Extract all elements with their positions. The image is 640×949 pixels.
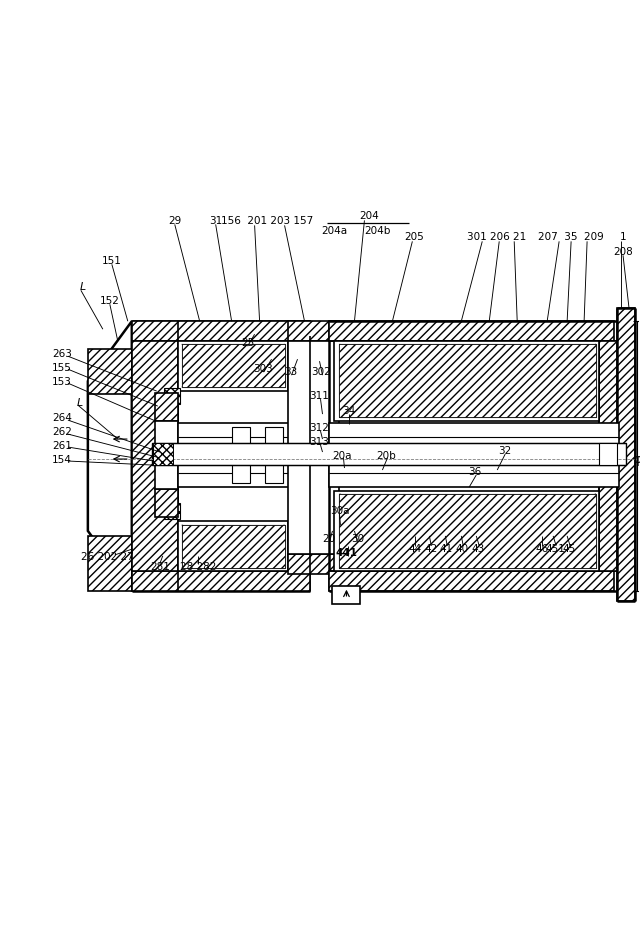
Text: 42: 42 [425,544,438,554]
Text: 262: 262 [52,427,72,437]
Text: 301 206 21: 301 206 21 [467,233,526,242]
Bar [333,586,360,604]
Text: 154: 154 [52,455,72,465]
Bar [153,443,173,465]
Bar [88,349,132,394]
Text: 441: 441 [335,548,358,558]
Polygon shape [339,494,596,568]
Text: 263: 263 [52,349,72,359]
Text: 31: 31 [209,216,222,227]
Bar [335,491,599,571]
Text: φ: φ [633,453,640,466]
Bar [164,388,180,404]
Polygon shape [182,525,285,568]
Text: L: L [77,399,83,408]
Bar [335,342,599,421]
Bar [287,342,339,554]
Text: 303: 303 [253,364,273,374]
Text: 20a: 20a [333,451,352,461]
Polygon shape [182,344,285,387]
Text: 33: 33 [284,367,297,377]
Polygon shape [88,321,132,591]
Text: 204a: 204a [321,227,348,236]
Text: L: L [80,282,86,292]
Bar [152,443,626,465]
Bar [182,525,285,568]
Bar [330,571,614,591]
Text: 204: 204 [360,212,380,221]
Bar [264,427,283,483]
Text: 151: 151 [102,256,122,267]
Bar [339,344,596,418]
Polygon shape [339,344,596,418]
Text: 156  201 203 157: 156 201 203 157 [221,216,314,227]
Text: 204b: 204b [364,227,390,236]
Text: 451: 451 [545,544,565,554]
Bar [287,321,339,342]
Bar [155,421,178,489]
Text: 29: 29 [168,216,181,227]
Text: 1: 1 [620,233,627,242]
Bar [164,503,180,519]
Text: 208: 208 [613,248,633,257]
Text: 45: 45 [563,544,576,554]
Bar [617,308,635,601]
Text: 311: 311 [310,391,330,401]
Bar [88,536,132,591]
Text: 26 202 27: 26 202 27 [81,552,134,562]
Text: 30: 30 [351,534,364,544]
Text: 312: 312 [310,423,330,433]
Text: 264: 264 [52,413,72,423]
Text: 281: 281 [150,562,170,572]
Text: 46: 46 [536,544,548,554]
Bar [339,494,596,568]
Text: 25: 25 [241,338,254,348]
Text: 34: 34 [342,406,355,416]
Text: 153: 153 [52,377,72,387]
Bar [178,423,310,487]
Text: 43: 43 [472,544,485,554]
Bar [132,571,310,591]
Bar [287,554,339,574]
Bar [232,427,250,483]
Bar [182,344,285,387]
Text: 28 282: 28 282 [179,562,216,572]
Text: 36: 36 [468,467,482,477]
Text: 32: 32 [499,446,512,456]
Bar [599,342,619,571]
Bar [330,321,614,342]
Text: 205: 205 [404,233,424,242]
Bar [330,423,619,487]
Text: 313: 313 [310,437,330,447]
Bar [132,342,178,571]
Text: 30a: 30a [330,506,349,516]
Bar [132,321,310,342]
Text: 20: 20 [322,534,335,544]
Text: 261: 261 [52,441,72,451]
Text: 40: 40 [456,544,469,554]
Bar [155,489,178,517]
Text: 207  35  209: 207 35 209 [538,233,604,242]
Text: 41: 41 [440,544,453,554]
Bar [599,443,617,465]
Bar [178,342,287,391]
Bar [178,521,287,571]
Text: 20b: 20b [376,451,396,461]
Text: 302: 302 [312,367,332,377]
Bar [155,393,178,421]
Text: 152: 152 [100,296,120,307]
Text: 155: 155 [52,363,72,373]
Text: 44: 44 [409,544,422,554]
